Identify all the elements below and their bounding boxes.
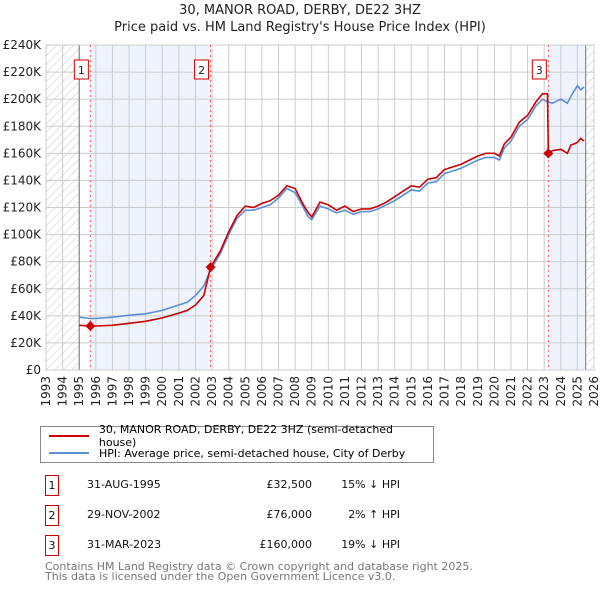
chart-title: 30, MANOR ROAD, DERBY, DE22 3HZ xyxy=(179,3,421,18)
plot-frame xyxy=(45,44,595,371)
y-tick-label: £40K xyxy=(10,309,42,323)
transaction-date: 31-MAR-2023 xyxy=(87,538,162,551)
y-tick-label: £0 xyxy=(26,363,41,377)
y-tick-label: £20K xyxy=(10,336,42,350)
transaction-date: 31-AUG-1995 xyxy=(87,478,161,491)
x-tick-label: 2018 xyxy=(454,376,468,407)
x-tick-label: 1995 xyxy=(72,376,86,407)
footer: Contains HM Land Registry data © Crown c… xyxy=(45,560,473,583)
transaction-date: 29-NOV-2002 xyxy=(87,508,161,521)
x-tick-label: 2023 xyxy=(537,376,551,407)
sale-label-box xyxy=(194,59,210,80)
sale-label: 3 xyxy=(536,64,543,77)
x-tick-label: 2001 xyxy=(172,376,186,407)
x-tick-label: 2020 xyxy=(487,376,501,407)
y-tick-label: £140K xyxy=(3,173,43,187)
x-tick-label: 1999 xyxy=(139,376,153,407)
x-tick-label: 2004 xyxy=(222,376,236,407)
x-tick-label: 2010 xyxy=(321,376,335,407)
legend-swatch-blue xyxy=(49,452,89,454)
x-tick-label: 2015 xyxy=(404,376,418,407)
x-tick-label: 2026 xyxy=(587,376,600,407)
x-tick-label: 2014 xyxy=(388,376,402,407)
transaction-hpi: 2% ↑ HPI xyxy=(348,508,400,521)
transaction-number: 3 xyxy=(45,535,59,556)
x-tick-label: 2012 xyxy=(355,376,369,407)
y-tick-label: £220K xyxy=(3,65,43,79)
legend-label: 30, MANOR ROAD, DERBY, DE22 3HZ (semi-de… xyxy=(98,423,394,449)
sale-label: 1 xyxy=(78,64,85,77)
transaction-price: £32,500 xyxy=(266,478,313,491)
x-tick-label: 2017 xyxy=(438,376,452,407)
x-tick-label: 2019 xyxy=(471,376,485,407)
y-tick-label: £160K xyxy=(3,146,43,160)
footer-licence: This data is licensed under the Open Gov… xyxy=(45,570,396,583)
x-tick-label: 2016 xyxy=(421,376,435,407)
y-tick-label: £100K xyxy=(3,228,43,242)
hpi-line xyxy=(79,84,585,320)
x-tick-label: 1997 xyxy=(105,376,119,407)
sale-point-marker xyxy=(205,262,216,273)
y-tick-label: £200K xyxy=(3,92,43,106)
sale-label-box xyxy=(73,59,89,80)
legend-swatch-red xyxy=(49,435,89,437)
legend-item-property: 30, MANOR ROAD, DERBY, DE22 3HZ (semi-de… xyxy=(49,423,433,449)
footer-copyright: Contains HM Land Registry data © Crown c… xyxy=(45,560,473,573)
x-tick-label: 2005 xyxy=(238,376,252,407)
x-tick-label: 2002 xyxy=(188,376,202,407)
sale-label: 2 xyxy=(198,64,205,77)
x-tick-label: 2006 xyxy=(255,376,269,407)
x-tick-label: 2000 xyxy=(155,376,169,407)
x-tick-label: 2008 xyxy=(288,376,302,407)
x-tick-label: 2024 xyxy=(554,376,568,407)
sale-label-box xyxy=(531,59,547,80)
x-tick-label: 2022 xyxy=(521,376,535,407)
x-tick-label: 2011 xyxy=(338,376,352,407)
x-tick-label: 2009 xyxy=(305,376,319,407)
x-tick-label: 1994 xyxy=(56,376,70,407)
y-tick-label: £80K xyxy=(10,255,42,269)
sale-point-marker xyxy=(543,148,554,159)
y-tick-label: £120K xyxy=(3,201,43,215)
transaction-number: 1 xyxy=(45,475,59,496)
x-tick-label: 1998 xyxy=(122,376,136,407)
y-tick-label: £180K xyxy=(3,119,43,133)
legend-label: HPI: Average price, semi-detached house,… xyxy=(99,446,406,460)
transaction-hpi: 19% ↓ HPI xyxy=(341,538,400,551)
sale-point-marker xyxy=(85,320,96,331)
legend: 30, MANOR ROAD, DERBY, DE22 3HZ (semi-de… xyxy=(40,423,434,463)
property-price-line xyxy=(79,93,585,327)
chart-subtitle: Price paid vs. HM Land Registry's House … xyxy=(114,20,486,35)
y-tick-label: £240K xyxy=(3,38,43,52)
transaction-price: £160,000 xyxy=(259,538,313,551)
x-tick-label: 2025 xyxy=(570,376,584,407)
transaction-number: 2 xyxy=(45,505,59,526)
y-tick-label: £60K xyxy=(10,282,42,296)
transaction-hpi: 15% ↓ HPI xyxy=(341,478,400,491)
legend-item-hpi: HPI: Average price, semi-detached house,… xyxy=(49,445,405,461)
x-tick-label: 2013 xyxy=(371,376,385,407)
x-tick-label: 2003 xyxy=(205,376,219,407)
x-tick-label: 1996 xyxy=(89,376,103,407)
x-tick-label: 1993 xyxy=(39,376,53,407)
x-tick-label: 2021 xyxy=(504,376,518,407)
transaction-price: £76,000 xyxy=(266,508,313,521)
x-tick-label: 2007 xyxy=(271,376,285,407)
